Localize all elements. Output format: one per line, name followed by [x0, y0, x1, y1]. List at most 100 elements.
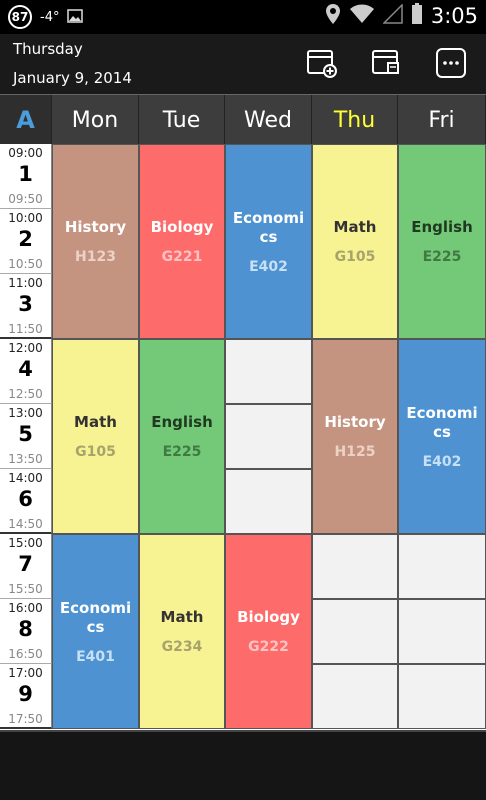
add-schedule-button[interactable] — [306, 47, 338, 79]
lesson-subject: Math — [333, 218, 377, 236]
period-start-time: 09:00 — [8, 146, 43, 160]
more-options-button[interactable] — [435, 47, 467, 79]
period-number: 7 — [18, 552, 33, 576]
period-end-time: 13:50 — [8, 452, 43, 466]
empty-slot[interactable] — [312, 664, 398, 729]
period-start-time: 10:00 — [8, 211, 43, 225]
period-end-time: 15:50 — [8, 582, 43, 596]
edit-schedule-icon — [372, 50, 399, 74]
day-header-fri[interactable]: Fri — [398, 95, 486, 145]
lesson-subject: History — [64, 218, 127, 236]
lesson-subject: English — [151, 413, 213, 431]
lesson-block[interactable]: Math G105 — [52, 339, 139, 534]
notification-badge: 87 — [8, 5, 32, 29]
period-start-time: 16:00 — [8, 601, 43, 615]
period-start-time: 11:00 — [8, 276, 43, 290]
lesson-subject: Biology — [150, 218, 214, 236]
period-cell[interactable]: 15:00 7 15:50 — [0, 534, 52, 599]
status-bar: 87 -4° 3:05 — [0, 0, 486, 34]
clock: 3:05 — [430, 4, 478, 28]
period-cell[interactable]: 17:00 9 17:50 — [0, 664, 52, 729]
day-header-thu[interactable]: Thu — [312, 95, 398, 145]
period-number: 9 — [18, 682, 33, 706]
lesson-subject: Economics — [232, 208, 305, 246]
lesson-room: H125 — [334, 444, 376, 460]
period-number: 8 — [18, 617, 33, 641]
lesson-room: G105 — [75, 444, 116, 460]
temperature-text: -4° — [40, 9, 60, 25]
period-number: 1 — [18, 162, 33, 186]
lesson-block[interactable]: Math G234 — [139, 534, 225, 729]
period-number: 2 — [18, 227, 33, 251]
period-start-time: 13:00 — [8, 406, 43, 420]
period-number: 4 — [18, 357, 33, 381]
edit-schedule-button[interactable] — [371, 47, 403, 79]
lesson-block[interactable]: Math G105 — [312, 144, 398, 339]
period-cell[interactable]: 14:00 6 14:50 — [0, 469, 52, 534]
image-icon — [67, 8, 84, 27]
lesson-room: G234 — [161, 639, 203, 655]
lesson-room: G222 — [248, 639, 289, 655]
lesson-block[interactable]: History H123 — [52, 144, 139, 339]
lesson-subject: Economics — [406, 403, 478, 441]
empty-slot[interactable] — [398, 599, 486, 664]
empty-slot[interactable] — [398, 664, 486, 729]
empty-slot[interactable] — [398, 534, 486, 599]
signal-icon — [382, 3, 403, 28]
lesson-block[interactable]: Economics E401 — [52, 534, 139, 729]
period-end-time: 12:50 — [8, 387, 43, 401]
lesson-room: E225 — [422, 249, 462, 265]
lesson-subject: Biology — [237, 608, 300, 626]
lesson-block[interactable]: English E225 — [398, 144, 486, 339]
period-cell[interactable]: 11:00 3 11:50 — [0, 274, 52, 339]
period-cell[interactable]: 16:00 8 16:50 — [0, 599, 52, 664]
empty-slot[interactable] — [312, 534, 398, 599]
lesson-room: G105 — [334, 249, 376, 265]
empty-slot[interactable] — [225, 404, 312, 469]
more-options-icon — [436, 48, 466, 78]
lesson-subject: Math — [160, 608, 204, 626]
empty-slot[interactable] — [225, 469, 312, 534]
current-day-name: Thursday — [13, 40, 83, 58]
period-end-time: 10:50 — [8, 257, 43, 271]
lesson-room: E402 — [422, 453, 462, 470]
app-header: Thursday January 9, 2014 — [0, 34, 486, 94]
period-end-time: 16:50 — [8, 647, 43, 661]
day-header-tue[interactable]: Tue — [139, 95, 225, 145]
lesson-subject: English — [411, 218, 473, 236]
period-cell[interactable]: 09:00 1 09:50 — [0, 144, 52, 209]
day-header-wed[interactable]: Wed — [225, 95, 312, 145]
lesson-subject: Math — [74, 413, 117, 431]
lesson-block[interactable]: Biology G222 — [225, 534, 312, 729]
period-cell[interactable]: 12:00 4 12:50 — [0, 339, 52, 404]
period-start-time: 17:00 — [8, 666, 43, 680]
lesson-block[interactable]: Biology G221 — [139, 144, 225, 339]
period-end-time: 11:50 — [8, 322, 43, 336]
period-end-time: 17:50 — [8, 712, 43, 726]
period-cell[interactable]: 10:00 2 10:50 — [0, 209, 52, 274]
timetable-grid: 09:00 1 09:50 10:00 2 10:50 11:00 3 11:50 12:00 4 1… — [0, 144, 486, 730]
period-start-time: 12:00 — [8, 341, 43, 355]
period-end-time: 14:50 — [8, 517, 43, 531]
empty-slot[interactable] — [312, 599, 398, 664]
lesson-block[interactable]: Economics E402 — [225, 144, 312, 339]
day-header-mon[interactable]: Mon — [52, 95, 139, 145]
lesson-room: E402 — [249, 258, 288, 275]
lesson-block[interactable]: Economics E402 — [398, 339, 486, 534]
period-end-time: 09:50 — [8, 192, 43, 206]
battery-icon — [411, 3, 423, 29]
add-schedule-icon — [307, 50, 337, 78]
wifi-icon — [349, 4, 375, 28]
lesson-room: E401 — [76, 648, 115, 665]
lesson-room: E225 — [162, 444, 202, 460]
period-start-time: 14:00 — [8, 471, 43, 485]
lesson-subject: Economics — [59, 598, 132, 636]
lesson-subject: History — [324, 413, 386, 431]
lesson-block[interactable]: History H125 — [312, 339, 398, 534]
week-label[interactable]: A — [0, 95, 52, 145]
lesson-block[interactable]: English E225 — [139, 339, 225, 534]
period-cell[interactable]: 13:00 5 13:50 — [0, 404, 52, 469]
empty-slot[interactable] — [225, 339, 312, 404]
period-number: 5 — [18, 422, 33, 446]
period-number: 6 — [18, 487, 33, 511]
